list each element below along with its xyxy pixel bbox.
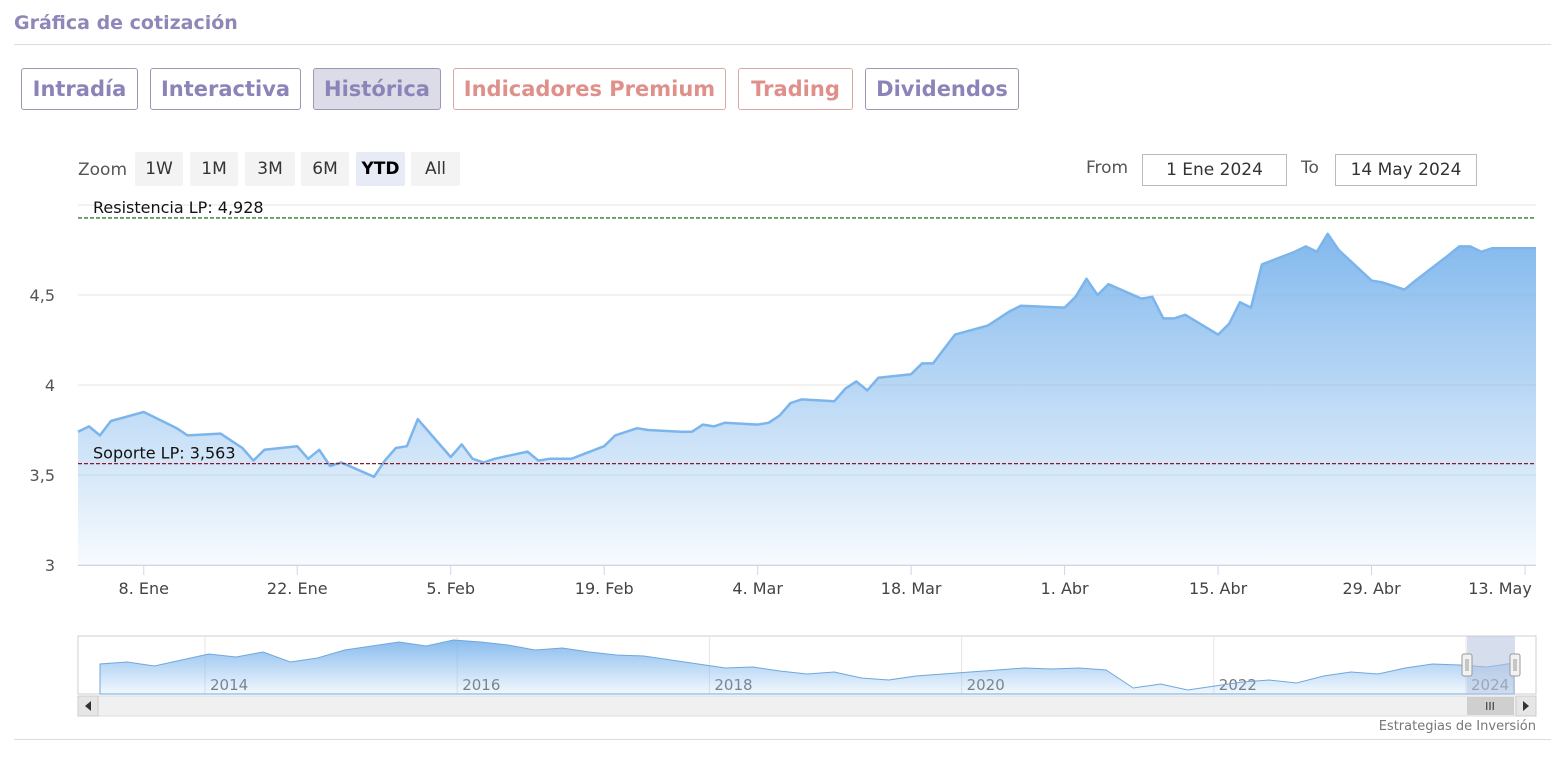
chart-credits: Estrategias de Inversión [1378, 719, 1536, 734]
x-tick-label: 22. Ene [267, 579, 328, 598]
x-tick-label: 1. Abr [1041, 579, 1089, 598]
page-title: Gráfica de cotización [14, 12, 238, 34]
tab-trading[interactable]: Trading [738, 68, 853, 110]
support-resistance-lines: Resistencia LP: 4,928 Soporte LP: 3,563 [78, 198, 1536, 465]
from-label: From [1086, 158, 1129, 178]
navigator-handle-left[interactable] [1461, 653, 1473, 677]
scrollbar[interactable]: III [77, 695, 1537, 717]
scrollbar-track[interactable] [77, 695, 1537, 717]
zoom-1m-button[interactable]: 1M [190, 152, 238, 186]
zoom-label: Zoom [78, 160, 128, 180]
price-area-fill [78, 233, 1536, 566]
tab-historica[interactable]: Histórica [313, 68, 441, 110]
x-tick-label: 18. Mar [881, 579, 942, 598]
x-axis: 8. Ene 22. Ene 5. Feb 19. Feb 4. Mar 18. Mar 1… [78, 565, 1536, 598]
tab-dividendos[interactable]: Dividendos [865, 68, 1019, 110]
price-area [77, 232, 1536, 566]
arrow-right-icon [1523, 701, 1529, 711]
y-tick-label: 4 [45, 376, 55, 395]
tab-intradia[interactable]: Intradía [21, 68, 138, 110]
zoom-1w-button[interactable]: 1W [135, 152, 183, 186]
y-tick-label: 3,5 [30, 466, 55, 485]
scrollbar-thumb[interactable] [1467, 697, 1514, 715]
tab-interactiva[interactable]: Interactiva [150, 68, 301, 110]
navigator[interactable]: 201420162018202020222024 [77, 635, 1537, 695]
navigator-handle-right[interactable] [1509, 653, 1521, 677]
y-tick-label: 3 [45, 556, 55, 575]
title-divider [14, 44, 1551, 45]
price-line [77, 232, 1536, 479]
zoom-ytd-button[interactable]: YTD [356, 152, 405, 186]
navigator-selection[interactable] [1467, 636, 1515, 694]
x-tick-label: 4. Mar [732, 579, 783, 598]
support-label: Soporte LP: 3,563 [93, 444, 236, 463]
tab-indicadores-premium[interactable]: Indicadores Premium [453, 68, 726, 110]
y-tick-label: 4,5 [30, 286, 55, 305]
from-date-input[interactable]: 1 Ene 2024 [1142, 154, 1287, 186]
y-axis: 3 3,5 4 4,5 [30, 286, 55, 575]
resistance-label: Resistencia LP: 4,928 [93, 198, 264, 217]
zoom-3m-button[interactable]: 3M [245, 152, 295, 186]
arrow-left-icon [85, 701, 91, 711]
navigator-series [99, 639, 1515, 695]
to-label: To [1301, 158, 1319, 178]
x-tick-label: 19. Feb [575, 579, 634, 598]
zoom-6m-button[interactable]: 6M [301, 152, 349, 186]
x-tick-label: 29. Abr [1342, 579, 1401, 598]
x-tick-label: 15. Abr [1189, 579, 1248, 598]
zoom-all-button[interactable]: All [411, 152, 460, 186]
to-date-input[interactable]: 14 May 2024 [1335, 154, 1477, 186]
scrollbar-grip-icon: III [1485, 700, 1495, 713]
x-tick-label: 8. Ene [119, 579, 169, 598]
x-tick-label: 13. May [1468, 579, 1532, 598]
bottom-divider [14, 739, 1551, 740]
x-tick-label: 5. Feb [426, 579, 475, 598]
